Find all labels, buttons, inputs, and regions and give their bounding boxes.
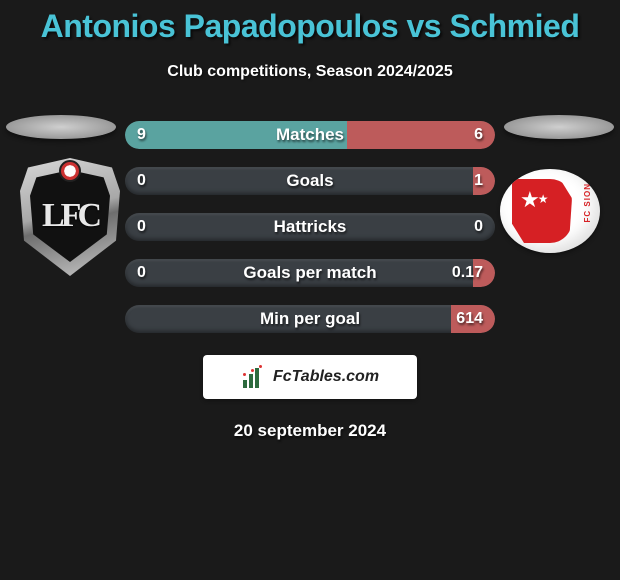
snapshot-date: 20 september 2024 [0,421,620,441]
sion-label: FC SION [583,183,592,222]
stat-label: Goals [125,167,495,195]
fctables-logo-icon [241,366,267,388]
player-left-name: Antonios Papadopoulos [41,8,398,44]
stat-value-right: 614 [456,305,483,333]
stat-label: Matches [125,121,495,149]
stat-row: 0Hattricks0 [125,213,495,241]
source-badge: FcTables.com [203,355,417,399]
stat-row: 0Goals1 [125,167,495,195]
stat-value-right: 1 [474,167,483,195]
lugano-shield-icon: LFC [20,158,120,276]
stat-label: Hattricks [125,213,495,241]
player-right-name: Schmied [449,8,579,44]
lugano-crest-top-icon [59,160,81,182]
page-title: Antonios Papadopoulos vs Schmied [0,0,620,45]
sion-badge-icon: ★★ FC SION [500,169,600,253]
lugano-monogram: LFC [42,197,98,235]
stat-row: 0Goals per match0.17 [125,259,495,287]
club-left-badge: LFC [20,167,120,267]
sion-stars-icon: ★★ [520,187,551,213]
stat-label: Min per goal [125,305,495,333]
subtitle: Club competitions, Season 2024/2025 [0,63,620,81]
stat-bars: 9Matches60Goals10Hattricks00Goals per ma… [125,121,495,333]
stat-label: Goals per match [125,259,495,287]
stat-row: Min per goal614 [125,305,495,333]
player-right-avatar-placeholder [504,115,614,139]
stat-value-right: 6 [474,121,483,149]
player-left-avatar-placeholder [6,115,116,139]
vs-text: vs [407,8,442,44]
stat-row: 9Matches6 [125,121,495,149]
stat-value-right: 0.17 [452,259,483,287]
stat-value-right: 0 [474,213,483,241]
comparison-panel: LFC ★★ FC SION 9Matches60Goals10Hattrick… [0,121,620,441]
source-site: FcTables.com [273,368,379,386]
club-right-badge: ★★ FC SION [500,169,600,253]
